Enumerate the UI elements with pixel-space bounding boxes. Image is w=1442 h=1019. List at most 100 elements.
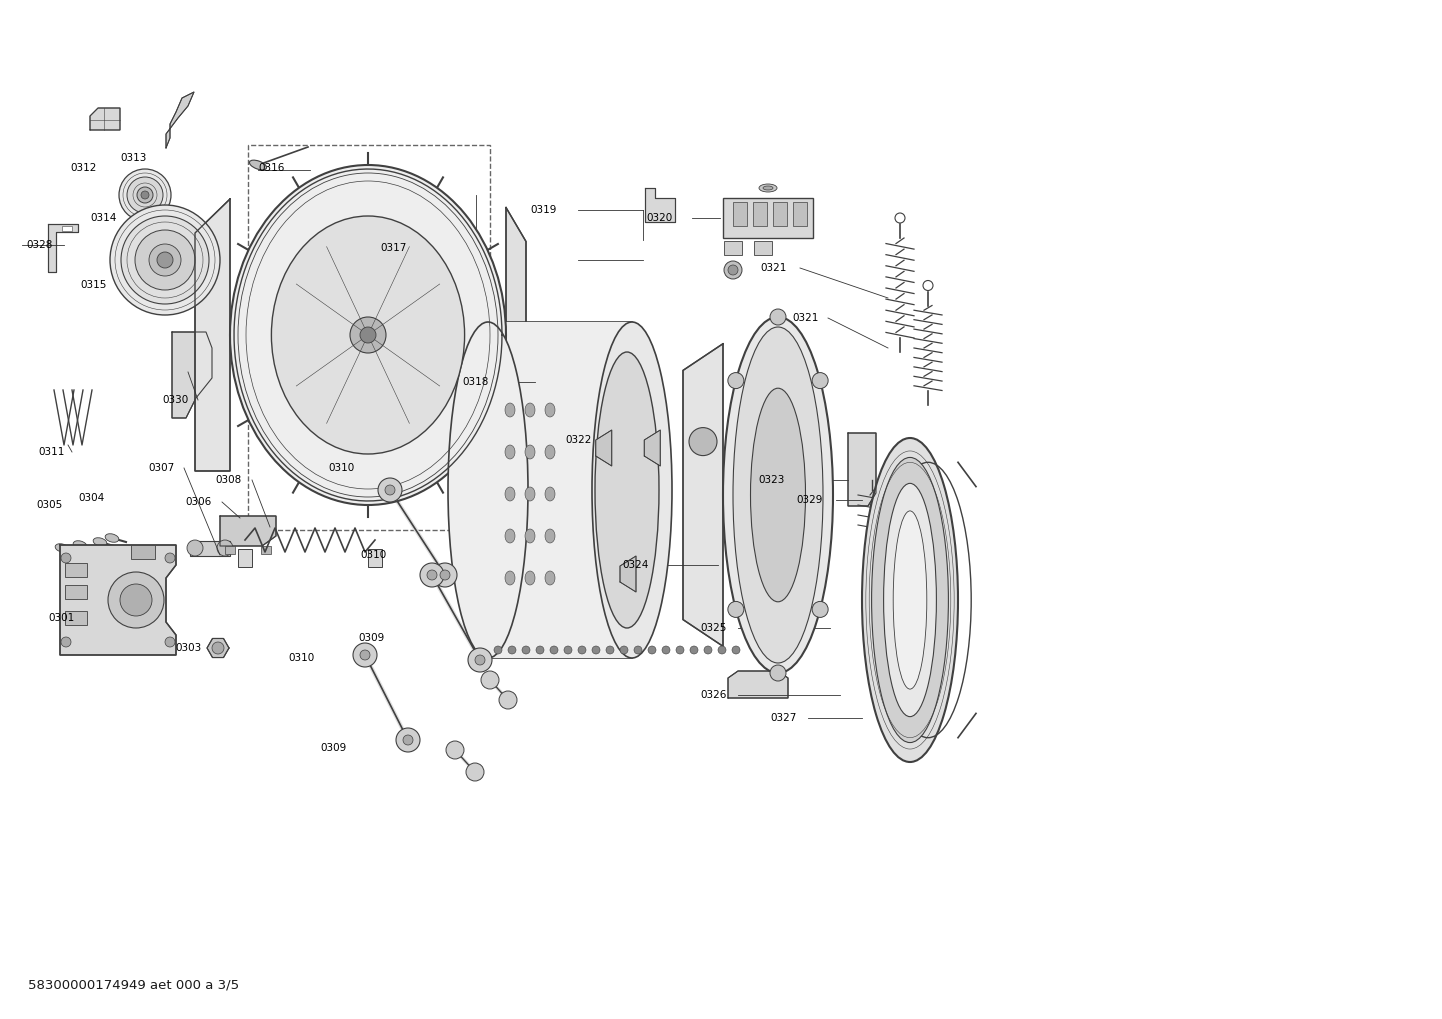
Ellipse shape xyxy=(249,160,267,170)
Ellipse shape xyxy=(620,646,629,654)
Ellipse shape xyxy=(508,646,516,654)
Bar xyxy=(65,611,87,625)
Ellipse shape xyxy=(231,165,506,505)
Ellipse shape xyxy=(525,487,535,501)
Ellipse shape xyxy=(545,403,555,417)
Ellipse shape xyxy=(466,763,485,781)
Ellipse shape xyxy=(105,534,118,542)
Ellipse shape xyxy=(55,544,69,552)
Text: 0321: 0321 xyxy=(760,263,786,273)
Ellipse shape xyxy=(812,373,828,388)
Ellipse shape xyxy=(385,485,395,495)
Text: 0309: 0309 xyxy=(358,633,384,643)
Ellipse shape xyxy=(187,540,203,556)
Text: 0311: 0311 xyxy=(37,447,65,457)
Ellipse shape xyxy=(871,458,949,743)
Ellipse shape xyxy=(474,655,485,665)
Polygon shape xyxy=(48,224,78,272)
Text: 0330: 0330 xyxy=(162,395,189,405)
Ellipse shape xyxy=(433,564,457,587)
Ellipse shape xyxy=(212,642,224,654)
Ellipse shape xyxy=(420,564,444,587)
Text: 0310: 0310 xyxy=(327,463,355,473)
Ellipse shape xyxy=(353,643,376,667)
Bar xyxy=(754,242,771,255)
Bar xyxy=(487,322,633,658)
Ellipse shape xyxy=(427,570,437,580)
Text: 0320: 0320 xyxy=(646,213,672,223)
Text: 0328: 0328 xyxy=(26,240,52,250)
Ellipse shape xyxy=(647,646,656,654)
Ellipse shape xyxy=(606,646,614,654)
Ellipse shape xyxy=(593,646,600,654)
Text: 0317: 0317 xyxy=(381,243,407,253)
Polygon shape xyxy=(221,516,275,546)
Ellipse shape xyxy=(750,388,806,602)
Ellipse shape xyxy=(108,572,164,628)
Ellipse shape xyxy=(522,646,531,654)
Ellipse shape xyxy=(893,511,927,689)
Ellipse shape xyxy=(564,646,572,654)
Bar xyxy=(62,225,72,230)
Text: 0323: 0323 xyxy=(758,475,784,485)
Ellipse shape xyxy=(596,352,659,628)
Ellipse shape xyxy=(469,648,492,672)
Ellipse shape xyxy=(728,265,738,275)
Text: 0321: 0321 xyxy=(792,313,819,323)
Ellipse shape xyxy=(525,571,535,585)
Text: 0322: 0322 xyxy=(565,435,591,445)
Text: 0314: 0314 xyxy=(89,213,117,223)
Text: 0313: 0313 xyxy=(120,153,147,163)
Ellipse shape xyxy=(593,322,672,658)
Ellipse shape xyxy=(549,646,558,654)
Bar xyxy=(190,540,231,555)
Bar xyxy=(722,198,813,238)
Ellipse shape xyxy=(536,646,544,654)
Ellipse shape xyxy=(74,541,87,549)
Ellipse shape xyxy=(110,205,221,315)
Ellipse shape xyxy=(499,691,518,709)
Ellipse shape xyxy=(350,317,386,353)
Text: 0303: 0303 xyxy=(174,643,202,653)
Polygon shape xyxy=(645,187,675,222)
Text: 58300000174949 aet 000 a 3/5: 58300000174949 aet 000 a 3/5 xyxy=(27,978,239,991)
Polygon shape xyxy=(89,108,120,130)
Bar xyxy=(65,585,87,599)
Text: 0310: 0310 xyxy=(288,653,314,663)
Ellipse shape xyxy=(505,571,515,585)
Ellipse shape xyxy=(141,191,149,199)
Text: 0327: 0327 xyxy=(770,713,796,723)
Ellipse shape xyxy=(94,538,107,546)
Ellipse shape xyxy=(164,637,174,647)
Bar xyxy=(261,546,271,554)
Polygon shape xyxy=(728,671,787,698)
Text: 0305: 0305 xyxy=(36,500,62,510)
Bar xyxy=(131,545,154,559)
Polygon shape xyxy=(208,639,229,657)
Ellipse shape xyxy=(662,646,671,654)
Polygon shape xyxy=(166,92,195,148)
Text: 0307: 0307 xyxy=(149,463,174,473)
Ellipse shape xyxy=(770,309,786,325)
Ellipse shape xyxy=(733,646,740,654)
Ellipse shape xyxy=(634,646,642,654)
Ellipse shape xyxy=(770,665,786,681)
Ellipse shape xyxy=(149,244,182,276)
Ellipse shape xyxy=(545,445,555,459)
Ellipse shape xyxy=(728,601,744,618)
Ellipse shape xyxy=(676,646,684,654)
Ellipse shape xyxy=(704,646,712,654)
Ellipse shape xyxy=(525,445,535,459)
Text: 0316: 0316 xyxy=(258,163,284,173)
Text: 0325: 0325 xyxy=(699,623,727,633)
Ellipse shape xyxy=(121,216,209,304)
Bar xyxy=(238,549,252,567)
Ellipse shape xyxy=(482,671,499,689)
Ellipse shape xyxy=(884,483,936,716)
Text: 0306: 0306 xyxy=(185,497,211,507)
Polygon shape xyxy=(172,332,212,418)
Bar xyxy=(733,202,747,226)
Ellipse shape xyxy=(545,571,555,585)
Polygon shape xyxy=(61,545,176,655)
Ellipse shape xyxy=(136,230,195,290)
